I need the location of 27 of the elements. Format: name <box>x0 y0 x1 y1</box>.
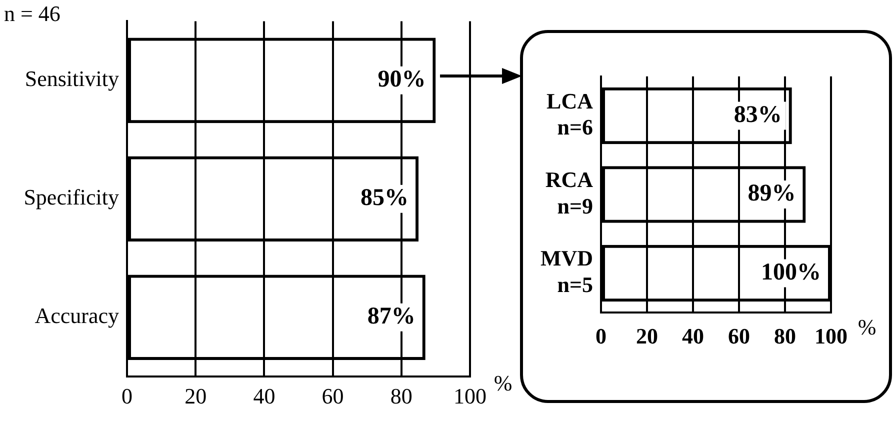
x-tick-label: 40 <box>682 323 704 348</box>
x-tick-label: 40 <box>253 384 276 409</box>
y-tick-label: Specificity <box>24 184 119 210</box>
y-tick-label: LCA n=6 <box>546 88 594 140</box>
x-tick-label: 80 <box>774 323 796 348</box>
x-tick-label: 80 <box>390 384 412 409</box>
x-tick-label: 60 <box>322 384 344 409</box>
data-label: 90% <box>378 66 426 93</box>
x-tick-label: 0 <box>596 323 606 348</box>
y-tick-label: RCA n=9 <box>545 166 594 218</box>
text: n = 46 <box>4 0 60 26</box>
x-tick-label: 20 <box>184 384 207 409</box>
data-label: 83% <box>734 102 782 128</box>
x-axis-title: % <box>858 314 876 340</box>
data-label: 100% <box>761 259 821 286</box>
x-axis-title: % <box>494 370 512 396</box>
y-tick-label: MVD n=5 <box>540 246 593 298</box>
x-tick-label: 20 <box>636 323 658 348</box>
x-tick-label: 60 <box>728 323 750 348</box>
data-label: 87% <box>367 304 416 330</box>
data-label: 85% <box>360 185 409 212</box>
data-label: 89% <box>748 180 796 207</box>
x-tick-label: 100 <box>454 384 486 409</box>
y-tick-label: Accuracy <box>34 303 119 328</box>
y-tick-label: Sensitivity <box>24 66 119 92</box>
x-tick-label: 100 <box>814 323 848 348</box>
x-tick-label: 0 <box>122 384 132 409</box>
